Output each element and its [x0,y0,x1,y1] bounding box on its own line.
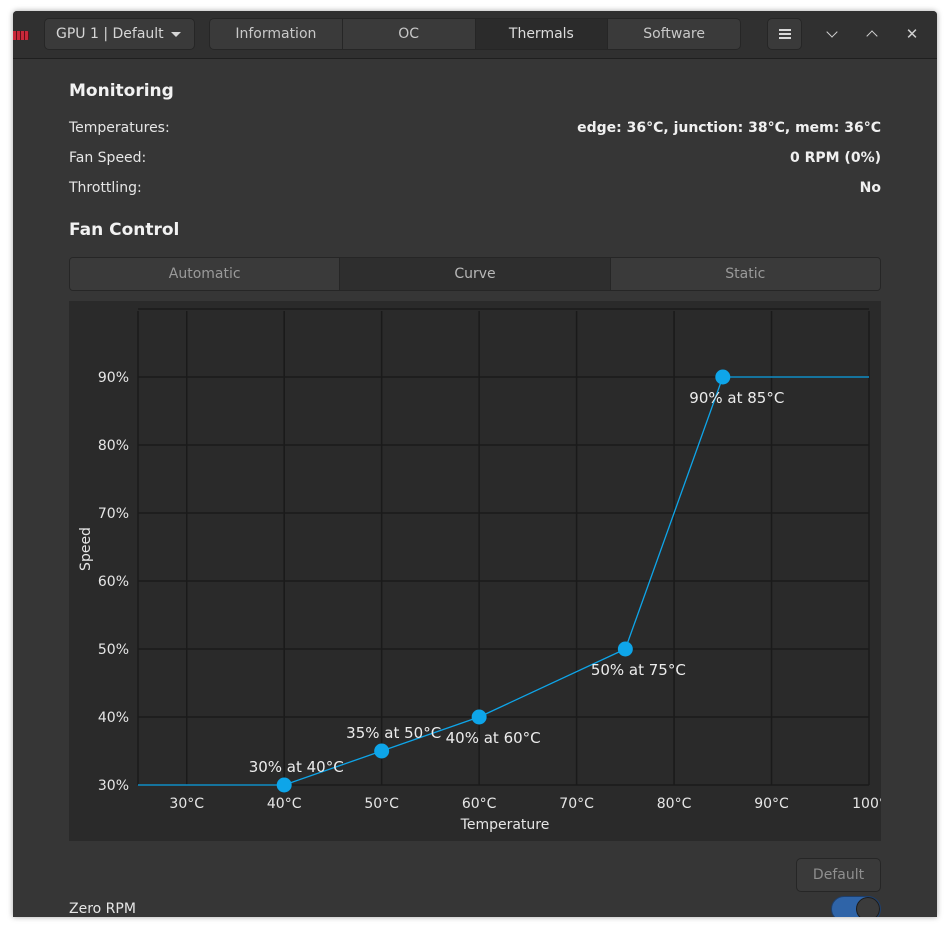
y-tick-label: 90% [98,370,129,386]
point-label: 90% at 85°C [689,389,784,407]
fan-curve-chart[interactable]: 30°C 40°C 50°C 60°C 70°C 80°C 90°C 100° 30% 40% 50… [69,301,881,841]
y-tick-label: 70% [98,506,129,522]
fan-mode-tabs: Automatic Curve Static [69,257,881,291]
caret-down-icon [171,32,181,37]
x-tick-label: 90°C [754,796,789,812]
minimize-icon [826,26,838,38]
monitoring-title: Monitoring [69,81,174,101]
maximize-button[interactable] [859,21,885,47]
fan-curve-svg[interactable]: 30°C 40°C 50°C 60°C 70°C 80°C 90°C 100° 30% 40% 50… [69,301,881,841]
x-tick-label: 40°C [267,796,302,812]
zero-rpm-toggle[interactable] [831,896,881,917]
minimize-button[interactable] [819,21,845,47]
throttling-value: No [859,180,881,196]
app-logo-icon [13,31,31,40]
menu-button[interactable] [767,18,802,50]
tab-curve[interactable]: Curve [340,258,611,290]
main-tabs: Information OC Thermals Software [209,18,741,50]
x-tick-label: 50°C [364,796,399,812]
tab-static[interactable]: Static [610,258,880,290]
tab-oc[interactable]: OC [342,19,476,49]
temperatures-value: edge: 36°C, junction: 38°C, mem: 36°C [577,120,881,136]
temperatures-label: Temperatures: [69,120,170,136]
point-label: 40% at 60°C [446,729,541,747]
tab-software[interactable]: Software [608,19,740,49]
curve-point[interactable] [276,777,292,793]
x-tick-label: 80°C [657,796,692,812]
x-axis-label: Temperature [460,817,550,833]
x-tick-label: 100° [852,796,881,812]
fan-speed-value: 0 RPM (0%) [789,150,881,166]
curve-point[interactable] [471,709,487,725]
curve-point[interactable] [715,369,731,385]
app-window: GPU 1 | Default Information OC Thermals … [13,11,937,917]
y-axis-label: Speed [78,527,94,571]
x-tick-label: 30°C [169,796,204,812]
gpu-selector[interactable]: GPU 1 | Default [44,18,195,50]
point-label: 50% at 75°C [591,661,686,679]
point-label: 30% at 40°C [249,758,344,776]
close-icon: ✕ [905,25,919,43]
hamburger-icon [778,29,791,39]
curve-point[interactable] [617,641,633,657]
y-tick-label: 80% [98,438,129,454]
y-tick-label: 50% [98,642,129,658]
zero-rpm-label: Zero RPM [69,901,136,917]
curve-point[interactable] [374,743,390,759]
gpu-selector-label: GPU 1 | Default [56,26,164,42]
throttling-label: Throttling: [69,180,142,196]
default-button[interactable]: Default [796,858,881,892]
x-tick-label: 70°C [559,796,594,812]
y-tick-label: 40% [98,710,129,726]
x-tick-label: 60°C [462,796,497,812]
tab-automatic[interactable]: Automatic [70,258,341,290]
tab-information[interactable]: Information [210,19,343,49]
y-tick-label: 30% [98,778,129,794]
fan-control-title: Fan Control [69,220,180,240]
y-tick-label: 60% [98,574,129,590]
header-bar: GPU 1 | Default Information OC Thermals … [13,11,937,59]
tab-thermals[interactable]: Thermals [475,19,609,49]
maximize-icon [866,30,878,42]
fan-speed-label: Fan Speed: [69,150,147,166]
point-label: 35% at 50°C [346,724,441,742]
close-button[interactable]: ✕ [899,21,925,47]
toggle-knob [856,897,880,917]
